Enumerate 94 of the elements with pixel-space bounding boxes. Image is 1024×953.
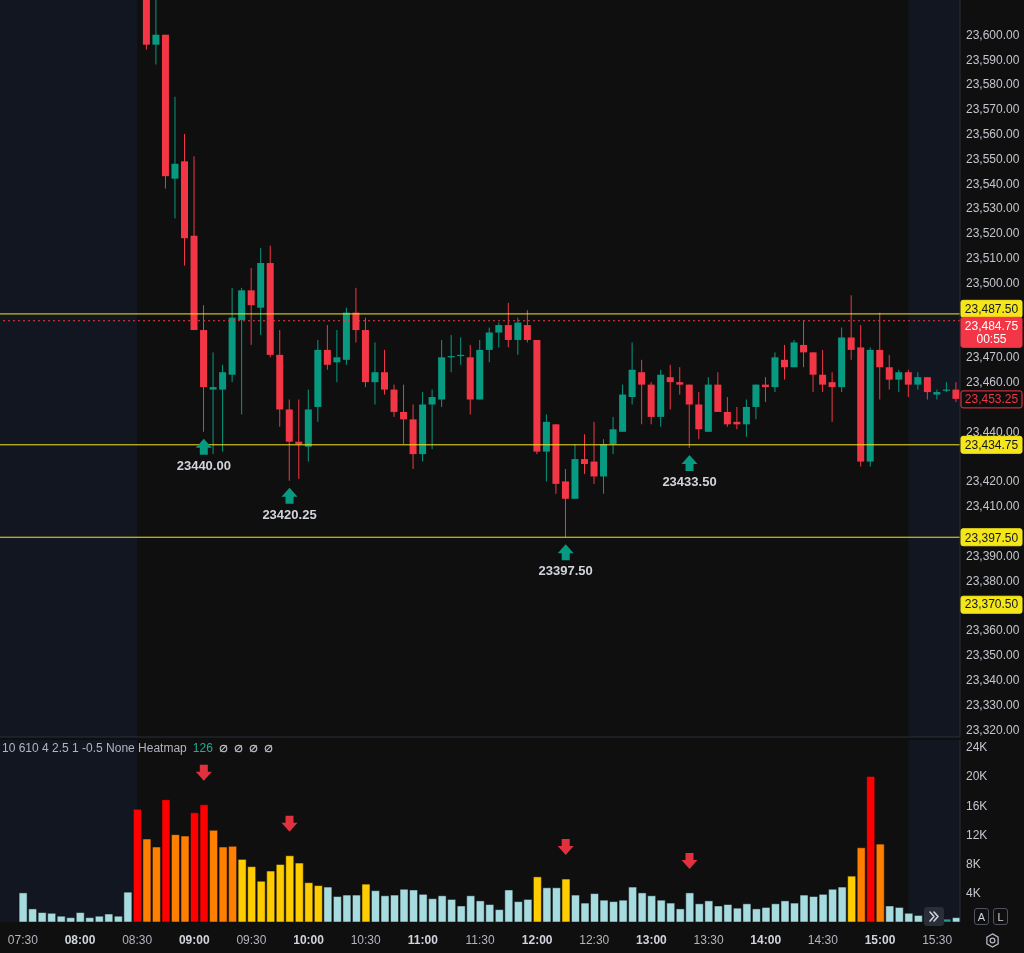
candlestick <box>514 317 522 356</box>
x-tick-label: 14:30 <box>807 933 839 947</box>
candlestick <box>781 344 789 381</box>
candlestick <box>581 433 589 475</box>
y-tick-label: 23,560.00 <box>966 127 1020 141</box>
y-tick-label: 23,390.00 <box>966 548 1020 563</box>
x-tick-label: 12:30 <box>579 933 610 947</box>
y-tick-label: 23,540.00 <box>966 176 1020 191</box>
x-tick-label: 07:30 <box>7 933 39 947</box>
x-tick-label: 15:30 <box>922 933 953 947</box>
candlestick <box>666 364 674 410</box>
y-tick-label: 23,410.00 <box>966 499 1020 514</box>
candlestick <box>933 389 941 401</box>
y-tick-label: 23,470.00 <box>966 350 1020 365</box>
x-tick-label: 09:30 <box>236 933 267 947</box>
y-tick-label: 20K <box>966 769 988 784</box>
annotation: 23420.25 <box>262 506 317 522</box>
y-tick-label: 23,420.00 <box>966 474 1020 489</box>
x-tick-label: 12:00 <box>521 933 553 947</box>
candlestick <box>638 359 646 425</box>
x-tick-label: 14:00 <box>750 933 782 947</box>
y-tick-label: 24K <box>966 740 988 755</box>
y-tick-label: 23,330.00 <box>966 697 1020 712</box>
candlestick <box>390 384 398 418</box>
ref-line-label: 23,484.75 00:55 <box>964 319 1019 347</box>
y-tick-label: 8K <box>966 856 981 871</box>
candlestick <box>923 376 931 401</box>
y-tick-label: 23,520.00 <box>966 226 1020 241</box>
y-tick-label: 23,570.00 <box>966 102 1020 117</box>
candlestick <box>809 351 817 393</box>
y-tick-label: 23,340.00 <box>966 672 1020 687</box>
x-tick-label: 08:30 <box>122 933 153 947</box>
candlestick <box>885 354 893 391</box>
candlestick <box>381 349 389 396</box>
x-tick-label: 11:30 <box>465 933 495 947</box>
candlestick <box>828 371 836 423</box>
candlestick <box>209 351 217 455</box>
candlestick <box>152 0 160 66</box>
ref-line-label: 23,487.50 <box>964 302 1019 317</box>
x-tick-label: 08:00 <box>64 933 96 947</box>
text: A <box>974 908 989 925</box>
x-tick-label: 15:00 <box>864 933 896 947</box>
ref-line-label: 23,397.50 <box>964 530 1019 545</box>
y-tick-label: 23,453.25 <box>964 391 1019 406</box>
candlestick <box>609 416 617 455</box>
candlestick <box>495 322 503 348</box>
annotation: 10 610 4 2.5 1 -0.5 None Heatmap <box>2 741 187 755</box>
y-tick-label: 23,510.00 <box>966 251 1020 266</box>
annotation: 23433.50 <box>662 473 717 489</box>
y-tick-label: 23,600.00 <box>966 27 1020 42</box>
x-tick-label: 10:30 <box>350 933 382 947</box>
candlestick <box>742 399 750 438</box>
y-tick-label: 23,360.00 <box>966 623 1020 638</box>
candlestick <box>752 384 760 420</box>
candlestick <box>895 369 903 393</box>
candlestick <box>676 366 684 396</box>
candlestick <box>219 364 227 453</box>
candlestick <box>400 384 408 445</box>
y-tick-label: 23,550.00 <box>966 151 1020 166</box>
text: L <box>993 908 1008 925</box>
candlestick <box>590 421 598 485</box>
annotation: 23440.00 <box>176 457 231 473</box>
y-tick-label: 16K <box>966 798 988 813</box>
annotation: 23397.50 <box>538 563 593 579</box>
x-tick-label: 13:00 <box>636 933 668 947</box>
candlestick <box>561 468 569 538</box>
y-tick-label: 23,580.00 <box>966 77 1020 92</box>
y-tick-label: 23,460.00 <box>966 375 1020 390</box>
candlestick <box>485 327 493 363</box>
candlestick <box>371 341 379 405</box>
x-tick-label: 10:00 <box>293 933 325 947</box>
y-tick-label: 4K <box>966 885 981 900</box>
annotation: 126 <box>192 741 213 755</box>
y-tick-label: 12K <box>966 827 988 842</box>
x-tick-label: 11:00 <box>407 933 439 947</box>
candlestick <box>685 384 693 449</box>
y-tick-label: 23,370.50 <box>964 597 1019 612</box>
candlestick <box>819 349 827 393</box>
candlestick <box>723 396 731 428</box>
candlestick <box>904 369 912 398</box>
candlestick <box>323 324 331 371</box>
candlestick <box>171 96 179 219</box>
y-tick-label: 23,590.00 <box>966 52 1020 67</box>
y-tick-label: 23,530.00 <box>966 201 1020 216</box>
y-tick-label: 23,380.00 <box>966 573 1020 588</box>
y-tick-label: 23,350.00 <box>966 648 1020 663</box>
ref-line-label: 23,434.75 <box>964 438 1019 453</box>
x-tick-label: 13:30 <box>693 933 724 947</box>
y-tick-label: 23,440.00 <box>966 424 1020 439</box>
candlestick <box>333 329 341 383</box>
x-tick-label: 09:00 <box>178 933 210 947</box>
y-tick-label: 23,320.00 <box>966 722 1020 737</box>
candlestick <box>428 389 436 450</box>
y-tick-label: 23,500.00 <box>966 275 1020 290</box>
